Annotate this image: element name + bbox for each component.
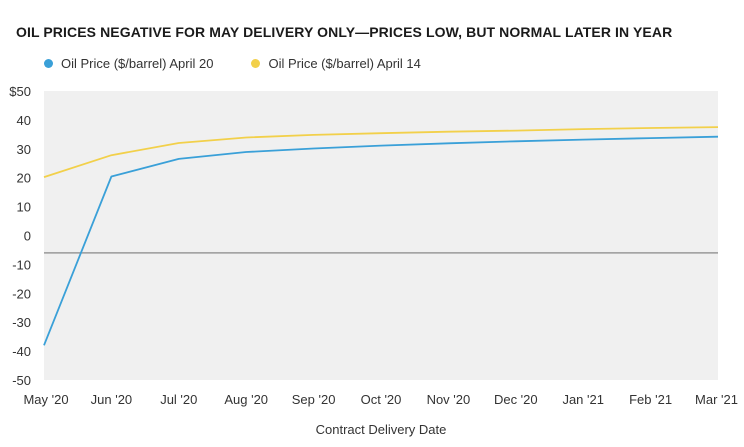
y-tick-label: -50	[12, 373, 31, 388]
x-tick-label: Sep '20	[292, 392, 336, 407]
chart-legend: Oil Price ($/barrel) April 20 Oil Price …	[44, 56, 421, 71]
y-tick-label: 20	[17, 171, 31, 186]
y-axis: $50 40 30 20 10 0 -10 -20 -30 -40 -50	[9, 84, 31, 388]
y-tick-label: 10	[17, 200, 31, 215]
x-tick-label: Feb '21	[629, 392, 672, 407]
y-tick-label: -20	[12, 286, 31, 301]
series-lines	[43, 126, 719, 346]
y-tick-label: 30	[17, 142, 31, 157]
x-tick-label: Dec '20	[494, 392, 538, 407]
x-tick-label: May '20	[23, 392, 68, 407]
series-line-april-20	[43, 135, 719, 346]
y-tick-label: 0	[24, 229, 31, 244]
y-tick-label: $50	[9, 84, 31, 99]
plot-area	[44, 91, 718, 380]
legend-item-april-20: Oil Price ($/barrel) April 20	[44, 56, 213, 71]
x-axis: May '20 Jun '20 Jul '20 Aug '20 Sep '20 Oct '…	[23, 392, 738, 407]
chart-title: OIL PRICES NEGATIVE FOR MAY DELIVERY ONL…	[16, 24, 673, 40]
legend-marker-april-20	[44, 59, 53, 68]
y-tick-label: 40	[17, 113, 31, 128]
legend-label-april-20: Oil Price ($/barrel) April 20	[61, 56, 214, 71]
x-tick-label: Jan '21	[562, 392, 604, 407]
y-tick-label: -10	[12, 257, 31, 272]
x-tick-label: Nov '20	[427, 392, 471, 407]
y-tick-label: -40	[12, 344, 31, 359]
legend-marker-april-14	[251, 59, 261, 68]
legend-item-april-14: Oil Price ($/barrel) April 14	[251, 56, 421, 71]
x-tick-label: Oct '20	[361, 392, 402, 407]
x-tick-label: Mar '21	[695, 392, 738, 407]
series-line-april-14	[43, 126, 719, 178]
x-axis-label: Contract Delivery Date	[316, 422, 447, 437]
x-tick-label: Jul '20	[160, 392, 197, 407]
legend-label-april-14: Oil Price ($/barrel) April 14	[268, 56, 421, 71]
x-tick-label: Aug '20	[224, 392, 268, 407]
x-tick-label: Jun '20	[91, 392, 133, 407]
y-tick-label: -30	[12, 315, 31, 330]
